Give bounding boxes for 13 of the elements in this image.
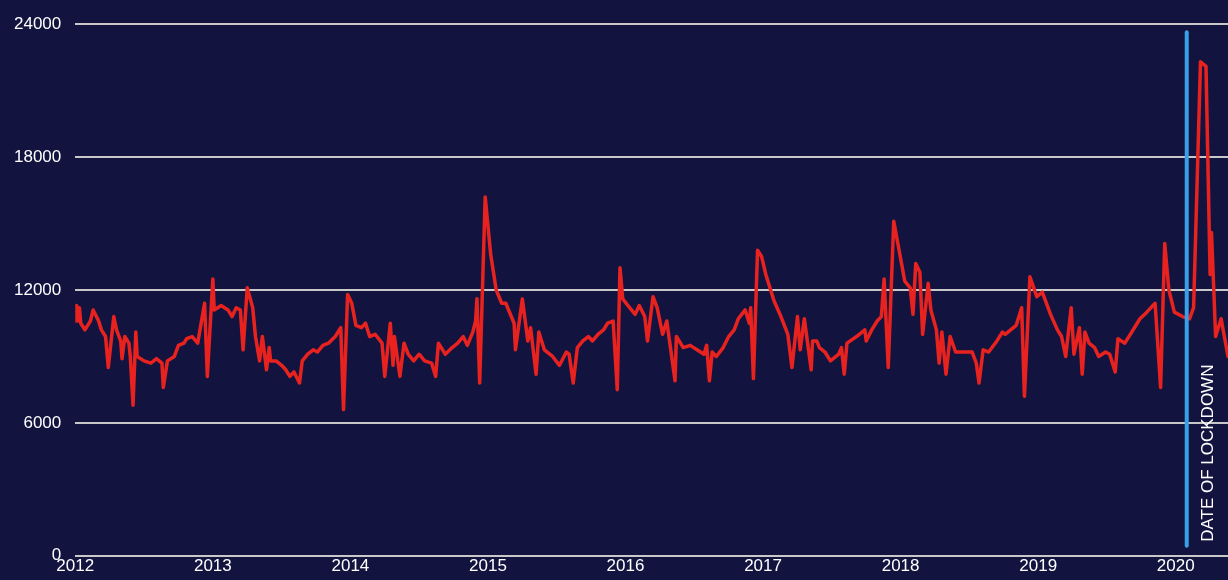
x-tick-label: 2018	[881, 555, 920, 575]
x-tick-label: 2017	[744, 555, 782, 575]
x-tick-label: 2013	[193, 555, 232, 575]
ref-line-label: DATE OF LOCKDOWN	[1198, 364, 1218, 542]
x-tick-label: 2020	[1156, 555, 1195, 575]
x-tick-label: 2015	[469, 555, 507, 575]
y-tick-label: 6000	[23, 412, 62, 432]
y-tick-label: 24000	[13, 13, 62, 33]
x-tick-label: 2014	[331, 555, 370, 575]
x-tick-label: 2019	[1019, 555, 1058, 575]
y-tick-label: 18000	[13, 146, 62, 166]
x-tick-label: 2016	[606, 555, 645, 575]
y-tick-label: 12000	[13, 279, 62, 299]
